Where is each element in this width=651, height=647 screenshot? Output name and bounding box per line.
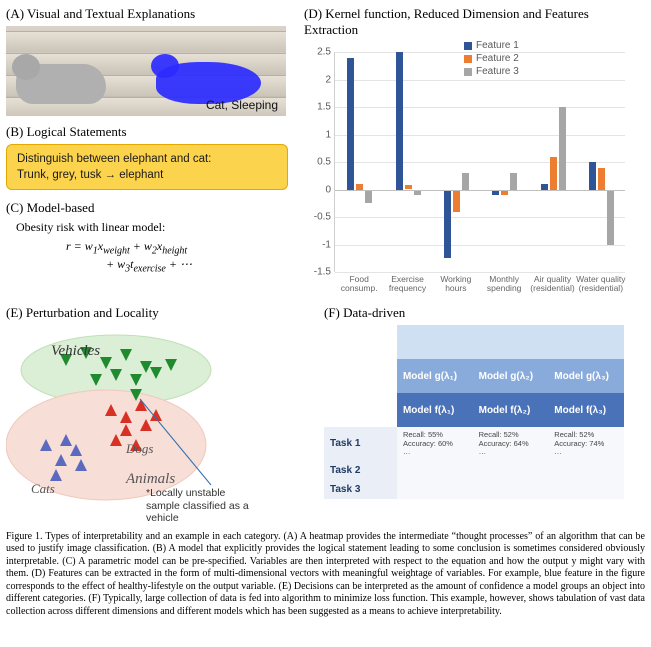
legend-swatch-1 bbox=[464, 42, 472, 50]
panel-c-heading: Obesity risk with linear model: bbox=[16, 220, 296, 235]
panel-e-callout-2: sample classified as a bbox=[146, 500, 249, 512]
task1-cell-2: Recall: 52%Accuracy: 64%… bbox=[479, 431, 543, 457]
panel-b-box: Distinguish between elephant and cat: Tr… bbox=[6, 144, 288, 190]
panel-e-title: (E) Perturbation and Locality bbox=[6, 305, 316, 321]
model-g-3: Model g(λ₃) bbox=[548, 359, 624, 393]
model-g-2: Model g(λ₂) bbox=[473, 359, 549, 393]
panel-d-title: (D) Kernel function, Reduced Dimension a… bbox=[304, 6, 644, 38]
panel-d-chart: Feature 1 Feature 2 Feature 3 -1.5-1-0.5… bbox=[304, 42, 634, 297]
panel-c-body: Obesity risk with linear model: r = w1xw… bbox=[6, 220, 296, 274]
model-f-3: Model f(λ₃) bbox=[548, 393, 624, 427]
panel-c-title: (C) Model-based bbox=[6, 200, 296, 216]
panel-d-plot-area: -1.5-1-0.500.511.522.5Food consump.Exerc… bbox=[334, 52, 625, 272]
panel-c-eq1: r = w1xweight + w2xheight bbox=[16, 235, 296, 256]
model-g-1: Model g(λ₁) bbox=[397, 359, 473, 393]
svg-text:Animals: Animals bbox=[125, 471, 175, 487]
task1-cell-1: Recall: 55%Accuracy: 60%… bbox=[403, 431, 467, 457]
panel-f: (F) Data-driven Model g(λ₁) Model g(λ₂) … bbox=[324, 303, 644, 525]
right-column-d: (D) Kernel function, Reduced Dimension a… bbox=[304, 4, 644, 297]
legend-label-1: Feature 1 bbox=[476, 40, 519, 51]
svg-text:Vehicles: Vehicles bbox=[51, 343, 100, 359]
svg-text:Dogs: Dogs bbox=[125, 441, 153, 456]
bottom-row: (E) Perturbation and Locality Vehicles Do… bbox=[6, 303, 645, 525]
panel-a-overlay-text: Cat, Sleeping bbox=[206, 98, 278, 112]
panel-e-callout: *Locally unstable sample classified as a… bbox=[6, 487, 316, 525]
task-1-label: Task 1 bbox=[324, 427, 397, 461]
figure-caption: Figure 1. Types of interpretability and … bbox=[6, 531, 645, 619]
top-row: (A) Visual and Textual Explanations Cat,… bbox=[6, 4, 645, 297]
panel-b-line1: Distinguish between elephant and cat: bbox=[17, 151, 277, 167]
task-3-label: Task 3 bbox=[324, 480, 397, 499]
panel-b-line2: Trunk, grey, tusk → elephant bbox=[17, 167, 277, 183]
left-column: (A) Visual and Textual Explanations Cat,… bbox=[6, 4, 296, 297]
panel-e: (E) Perturbation and Locality Vehicles Do… bbox=[6, 303, 316, 525]
panel-e-callout-1: *Locally unstable bbox=[146, 487, 225, 499]
model-f-2: Model f(λ₂) bbox=[473, 393, 549, 427]
panel-f-table: Model g(λ₁) Model g(λ₂) Model g(λ₃) Mode… bbox=[324, 325, 624, 499]
panel-f-title: (F) Data-driven bbox=[324, 305, 644, 321]
panel-e-callout-3: vehicle bbox=[146, 512, 179, 524]
panel-a-title: (A) Visual and Textual Explanations bbox=[6, 6, 296, 22]
panel-b-title: (B) Logical Statements bbox=[6, 124, 296, 140]
model-f-1: Model f(λ₁) bbox=[397, 393, 473, 427]
task1-cell-3: Recall: 52%Accuracy: 74%… bbox=[554, 431, 618, 457]
figure-page: (A) Visual and Textual Explanations Cat,… bbox=[0, 0, 651, 626]
panel-c-eq2: + w3texercise + ⋯ bbox=[16, 257, 296, 274]
panel-a-image: Cat, Sleeping bbox=[6, 26, 286, 116]
task-2-label: Task 2 bbox=[324, 461, 397, 480]
